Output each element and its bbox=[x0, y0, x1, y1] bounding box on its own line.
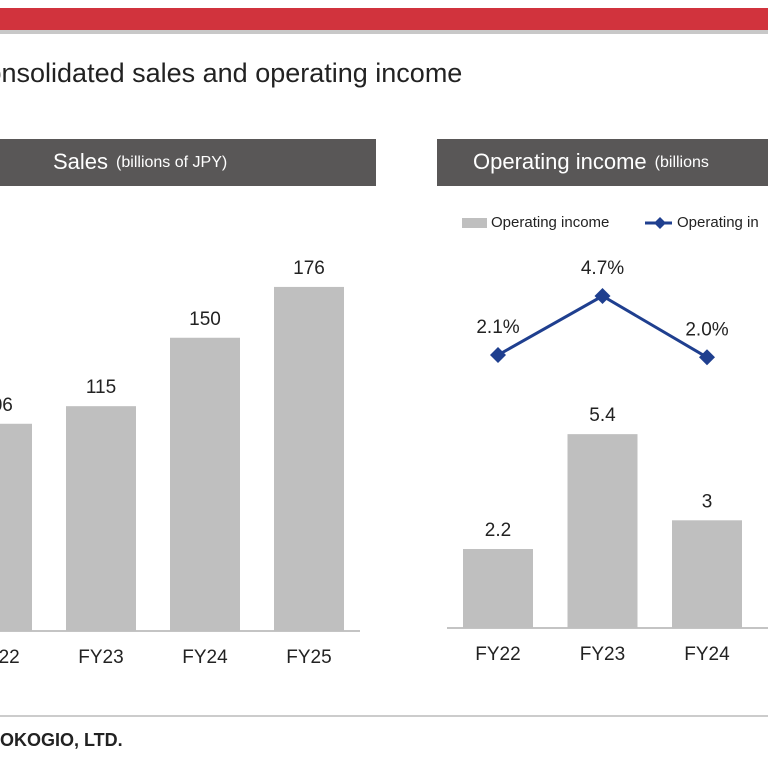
x-tick-label: FY22 bbox=[475, 644, 520, 665]
x-tick-label: FY23 bbox=[78, 647, 123, 668]
legend-label: Operating in bbox=[677, 214, 759, 231]
data-label: 2.0% bbox=[685, 319, 728, 340]
chart-title-main: Operating income bbox=[473, 149, 647, 174]
chart-title: Sales (billions of JPY) bbox=[53, 149, 227, 174]
data-label: 150 bbox=[189, 309, 221, 330]
marker bbox=[699, 349, 715, 366]
data-label: 4.7% bbox=[581, 258, 624, 279]
data-label: 2.1% bbox=[476, 317, 519, 338]
bar bbox=[463, 549, 533, 628]
data-label: 176 bbox=[293, 258, 325, 279]
x-tick-label: FY24 bbox=[182, 647, 228, 668]
chart-subtitle: (billions bbox=[655, 154, 709, 171]
page-title: Consolidated sales and operating income bbox=[0, 58, 462, 88]
data-label: 106 bbox=[0, 395, 13, 416]
bar bbox=[66, 406, 136, 631]
data-label: 115 bbox=[86, 377, 116, 398]
data-label: 2.2 bbox=[485, 520, 511, 541]
top-rule bbox=[0, 30, 768, 34]
panel-header bbox=[437, 139, 768, 186]
bar bbox=[567, 434, 638, 628]
footer: OKOGIO, LTD. bbox=[0, 730, 123, 750]
legend-swatch bbox=[462, 218, 487, 228]
x-tick-label: FY23 bbox=[580, 644, 625, 665]
x-tick-label: FY24 bbox=[684, 644, 730, 665]
line bbox=[497, 294, 708, 359]
marker bbox=[594, 288, 611, 305]
bar bbox=[672, 520, 742, 628]
legend-marker bbox=[654, 217, 666, 229]
chart-title-main: Sales bbox=[53, 149, 108, 174]
chart-title: Operating income (billions bbox=[473, 149, 709, 174]
bar bbox=[170, 337, 240, 631]
x-tick-label: FY22 bbox=[0, 647, 20, 668]
data-label: 5.4 bbox=[589, 405, 616, 426]
legend-label: Operating income bbox=[491, 214, 609, 231]
x-tick-label: FY25 bbox=[286, 647, 331, 668]
panel-header bbox=[0, 139, 376, 186]
marker bbox=[490, 347, 506, 364]
top-band bbox=[0, 8, 768, 30]
chart-subtitle: (billions of JPY) bbox=[116, 154, 227, 171]
bar bbox=[0, 423, 32, 631]
data-label: 3 bbox=[702, 491, 713, 512]
bar bbox=[274, 286, 344, 631]
